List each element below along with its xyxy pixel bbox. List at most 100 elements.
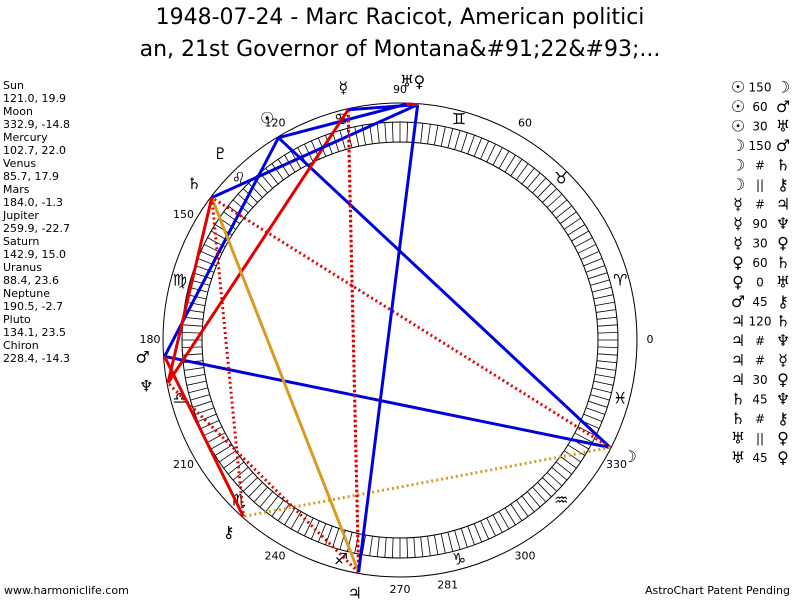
tick [585, 265, 605, 273]
footer-right: AstroChart Patent Pending [645, 584, 790, 597]
sign-glyph: ♍ [173, 270, 187, 289]
sign-glyph: ♑ [452, 550, 466, 569]
aspect-type: # [755, 354, 765, 368]
aspect-type: # [755, 159, 765, 173]
aspect-type: # [755, 412, 765, 426]
tick [190, 394, 210, 401]
tick [546, 472, 563, 487]
tick [248, 182, 263, 198]
planet-name: Mars [3, 183, 30, 196]
tick [188, 387, 208, 394]
aspect-planet: ♀ [777, 429, 789, 448]
sign-glyph: ♓ [613, 389, 627, 408]
aspect-line [210, 197, 361, 573]
tick [427, 536, 431, 556]
aspect-planet: ♀ [777, 234, 789, 253]
planet-name: Saturn [3, 235, 39, 248]
degree-label: 90 [393, 83, 407, 96]
tick [232, 466, 249, 481]
tick [433, 125, 439, 146]
aspect-planet: ☽ [776, 78, 790, 97]
aspect-type: || [756, 178, 764, 192]
planet-name: Chiron [3, 339, 39, 352]
tick [192, 400, 212, 408]
tick [559, 211, 577, 224]
aspect-type: 60 [752, 100, 767, 114]
aspect-type: 45 [752, 393, 767, 407]
aspect-planet: ♆ [776, 331, 790, 350]
tick [597, 346, 618, 349]
tick [192, 272, 212, 280]
tick [207, 432, 226, 443]
aspect-type: 30 [752, 120, 767, 134]
aspect-planet: ☿ [733, 195, 743, 214]
tick [203, 426, 223, 436]
tick [492, 514, 503, 533]
planet-glyph: ♇ [213, 144, 227, 163]
tick [406, 122, 409, 143]
tick [190, 279, 210, 286]
tick [480, 140, 490, 160]
planet-glyph: ☽ [623, 447, 637, 466]
tick [510, 503, 523, 521]
tick [211, 438, 229, 450]
tick [592, 387, 612, 394]
aspect-type: 30 [752, 237, 767, 251]
aspect-planet: ♅ [731, 429, 745, 448]
tick [219, 450, 237, 463]
aspect-line [346, 109, 361, 573]
planet-coords: 190.5, -2.7 [3, 300, 63, 313]
degree-label: 270 [390, 583, 411, 596]
tick [546, 193, 563, 208]
planet-coords: 121.0, 19.9 [3, 92, 66, 105]
tick [498, 151, 510, 169]
degree-label: 120 [265, 116, 286, 129]
tick [413, 537, 416, 558]
tick [440, 126, 446, 147]
tick [504, 154, 516, 173]
aspect-line [166, 108, 350, 384]
planet-glyph: ♆ [139, 377, 153, 396]
aspect-planet: ♀ [732, 273, 744, 292]
tick [184, 367, 204, 371]
planet-coords: 88.4, 23.6 [3, 274, 59, 287]
tick [559, 456, 577, 469]
tick [580, 250, 600, 260]
planet-name: Uranus [3, 261, 42, 274]
tick [526, 172, 541, 189]
aspect-planet: ☿ [778, 351, 788, 370]
tick [433, 534, 439, 555]
tick [391, 537, 394, 558]
aspect-planet: ♃ [731, 370, 745, 389]
aspect-planet: ⚷ [777, 409, 789, 428]
aspect-planet: ♃ [731, 312, 745, 331]
tick [521, 167, 535, 185]
tick [583, 413, 603, 423]
tick [473, 523, 483, 543]
tick [391, 122, 394, 143]
aspect-planet: ☿ [733, 214, 743, 233]
tick [467, 525, 475, 545]
planet-glyph: ♅ [400, 72, 414, 91]
tick [271, 163, 284, 181]
tick [583, 257, 603, 267]
tick [532, 177, 547, 194]
tick [486, 143, 496, 163]
tick [574, 432, 593, 443]
tick [440, 533, 446, 554]
aspect-line [211, 103, 419, 200]
tick [376, 536, 380, 557]
tick [504, 507, 516, 526]
tick [195, 265, 215, 273]
aspect-type: 60 [752, 256, 767, 270]
tick [420, 123, 424, 144]
planet-glyph: ♀ [413, 72, 425, 91]
aspect-planet: ♄ [731, 409, 745, 428]
aspect-planet: ♆ [776, 390, 790, 409]
tick [265, 495, 279, 513]
sign-glyph: ♉ [554, 168, 568, 187]
tick [290, 511, 302, 529]
tick [259, 491, 274, 508]
planet-glyph: ♃ [348, 584, 362, 600]
tick [594, 373, 615, 379]
